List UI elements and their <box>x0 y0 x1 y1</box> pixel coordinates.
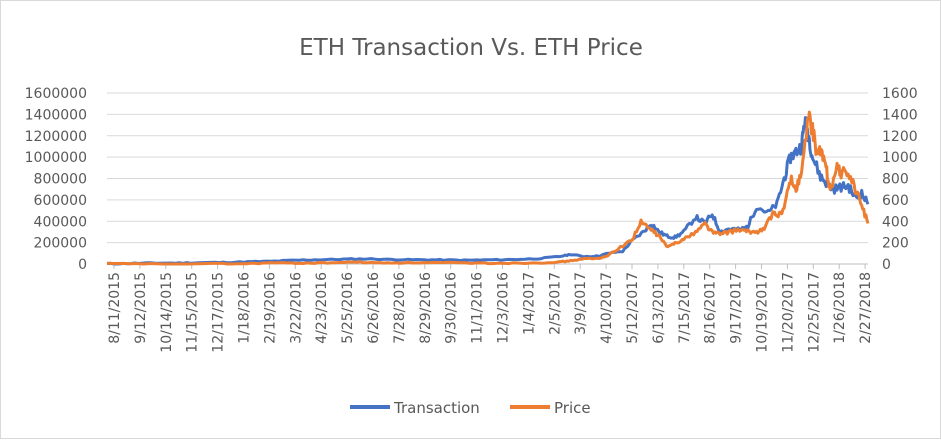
y2-tick-label: 1000 <box>882 150 918 166</box>
y-tick-label: 1400000 <box>25 107 87 123</box>
x-tick-label: 9/17/2017 <box>729 272 745 344</box>
legend: Transaction Price <box>350 399 591 417</box>
x-tick-label: 6/26/2016 <box>366 272 382 344</box>
legend-label-price: Price <box>554 399 591 417</box>
x-tick-label: 8/29/2016 <box>418 272 434 344</box>
x-tick-label: 10/14/2015 <box>159 272 175 353</box>
y-tick-label: 1600000 <box>25 86 87 102</box>
x-tick-label: 6/13/2017 <box>651 272 667 344</box>
y-tick-label: 0 <box>78 257 87 273</box>
x-tick-label: 8/11/2015 <box>107 272 123 344</box>
x-tick-label: 3/22/2016 <box>288 272 304 344</box>
x-tick-label: 3/9/2017 <box>573 272 589 335</box>
x-tick-label: 1/26/2018 <box>832 272 848 344</box>
x-tick-label: 9/12/2015 <box>133 272 149 344</box>
series-lines <box>106 110 870 266</box>
y-tick-label: 200000 <box>34 236 87 252</box>
y2-tick-label: 1400 <box>882 107 918 123</box>
x-tick-label: 7/15/2017 <box>677 272 693 344</box>
y-tick-label: 1200000 <box>25 129 87 145</box>
y-axis-left: 0 200000 400000 600000 800000 1000000 1200000 1… <box>25 86 87 273</box>
gridlines <box>107 92 868 265</box>
y-tick-label: 800000 <box>34 172 87 188</box>
x-tick-label: 4/10/2017 <box>599 272 615 344</box>
y2-tick-label: 1200 <box>882 129 918 145</box>
y2-tick-label: 0 <box>882 257 891 273</box>
x-tick-label: 12/25/2017 <box>806 272 822 353</box>
y-tick-label: 400000 <box>34 214 87 230</box>
x-tick-label: 11/1/2016 <box>470 272 486 344</box>
x-tick-label: 4/23/2016 <box>314 272 330 344</box>
x-tick-label: 8/16/2017 <box>703 272 719 344</box>
y2-tick-label: 400 <box>882 214 909 230</box>
y-axis-right: 0 200 400 600 800 1000 1200 1400 1600 <box>882 86 918 273</box>
y2-tick-label: 1600 <box>882 86 918 102</box>
x-tick-label: 12/17/2015 <box>211 272 227 353</box>
x-tick-label: 11/15/2015 <box>185 272 201 353</box>
series-line-price <box>106 110 870 266</box>
x-tick-label: 11/20/2017 <box>780 272 796 353</box>
y-tick-label: 1000000 <box>25 150 87 166</box>
x-tick-label: 7/28/2016 <box>392 272 408 344</box>
x-tick-label: 5/12/2017 <box>625 272 641 344</box>
x-tick-label: 2/19/2016 <box>262 272 278 344</box>
series-line-transaction <box>106 116 870 266</box>
legend-label-transaction: Transaction <box>393 399 480 417</box>
x-tick-label: 5/25/2016 <box>340 272 356 344</box>
x-tick-label: 1/18/2016 <box>237 272 253 344</box>
x-axis: 8/11/2015 9/12/2015 10/14/2015 11/15/2015 12… <box>107 263 874 353</box>
x-tick-label: 9/30/2016 <box>444 272 460 344</box>
y2-tick-label: 200 <box>882 236 909 252</box>
x-tick-label: 2/5/2017 <box>547 272 563 335</box>
x-tick-label: 10/19/2017 <box>755 272 771 353</box>
x-tick-label: 12/3/2016 <box>496 272 512 344</box>
y2-tick-label: 800 <box>882 172 909 188</box>
y-tick-label: 600000 <box>34 193 87 209</box>
x-tick-label: 2/27/2018 <box>858 272 874 344</box>
x-tick-label: 1/4/2017 <box>521 272 537 335</box>
chart-title: ETH Transaction Vs. ETH Price <box>299 35 643 61</box>
y2-tick-label: 600 <box>882 193 909 209</box>
